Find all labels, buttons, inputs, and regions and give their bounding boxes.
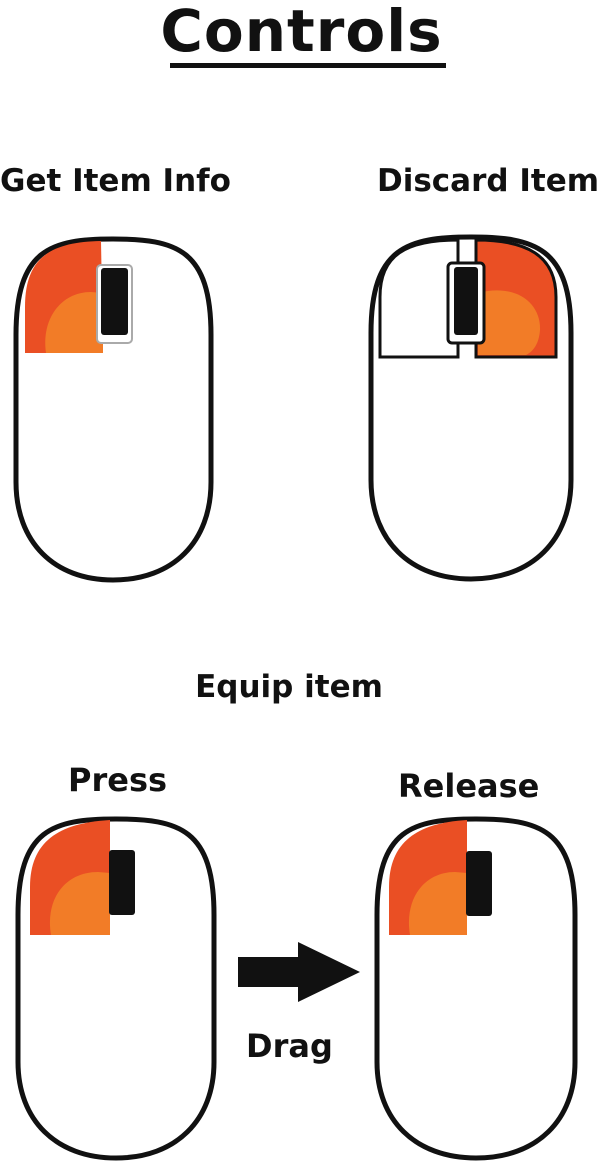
mouse-right-click-icon: [368, 234, 574, 582]
press-label: Press: [68, 761, 168, 799]
release-label: Release: [398, 767, 540, 805]
right-arrow-icon: [238, 942, 360, 1002]
get-item-info-label: Get Item Info: [0, 163, 231, 199]
discard-item-label: Discard Item: [377, 163, 600, 199]
mouse-press-icon: [15, 816, 217, 1161]
equip-item-label: Equip item: [195, 669, 383, 705]
scroll-wheel-icon: [101, 268, 128, 335]
left-button-inner: [49, 872, 110, 935]
scroll-wheel-icon: [109, 850, 135, 915]
left-button-outline: [378, 238, 460, 359]
left-button-inner: [408, 872, 467, 935]
scroll-wheel-icon: [466, 851, 492, 916]
scroll-wheel-icon: [454, 267, 478, 335]
mouse-release-icon: [374, 816, 578, 1161]
mouse-left-click-icon: [13, 236, 214, 583]
page-title: Controls: [160, 0, 443, 65]
title-underline: [170, 63, 446, 68]
drag-label: Drag: [246, 1027, 333, 1065]
left-button-inner: [45, 292, 103, 353]
right-button-inner: [478, 290, 541, 355]
